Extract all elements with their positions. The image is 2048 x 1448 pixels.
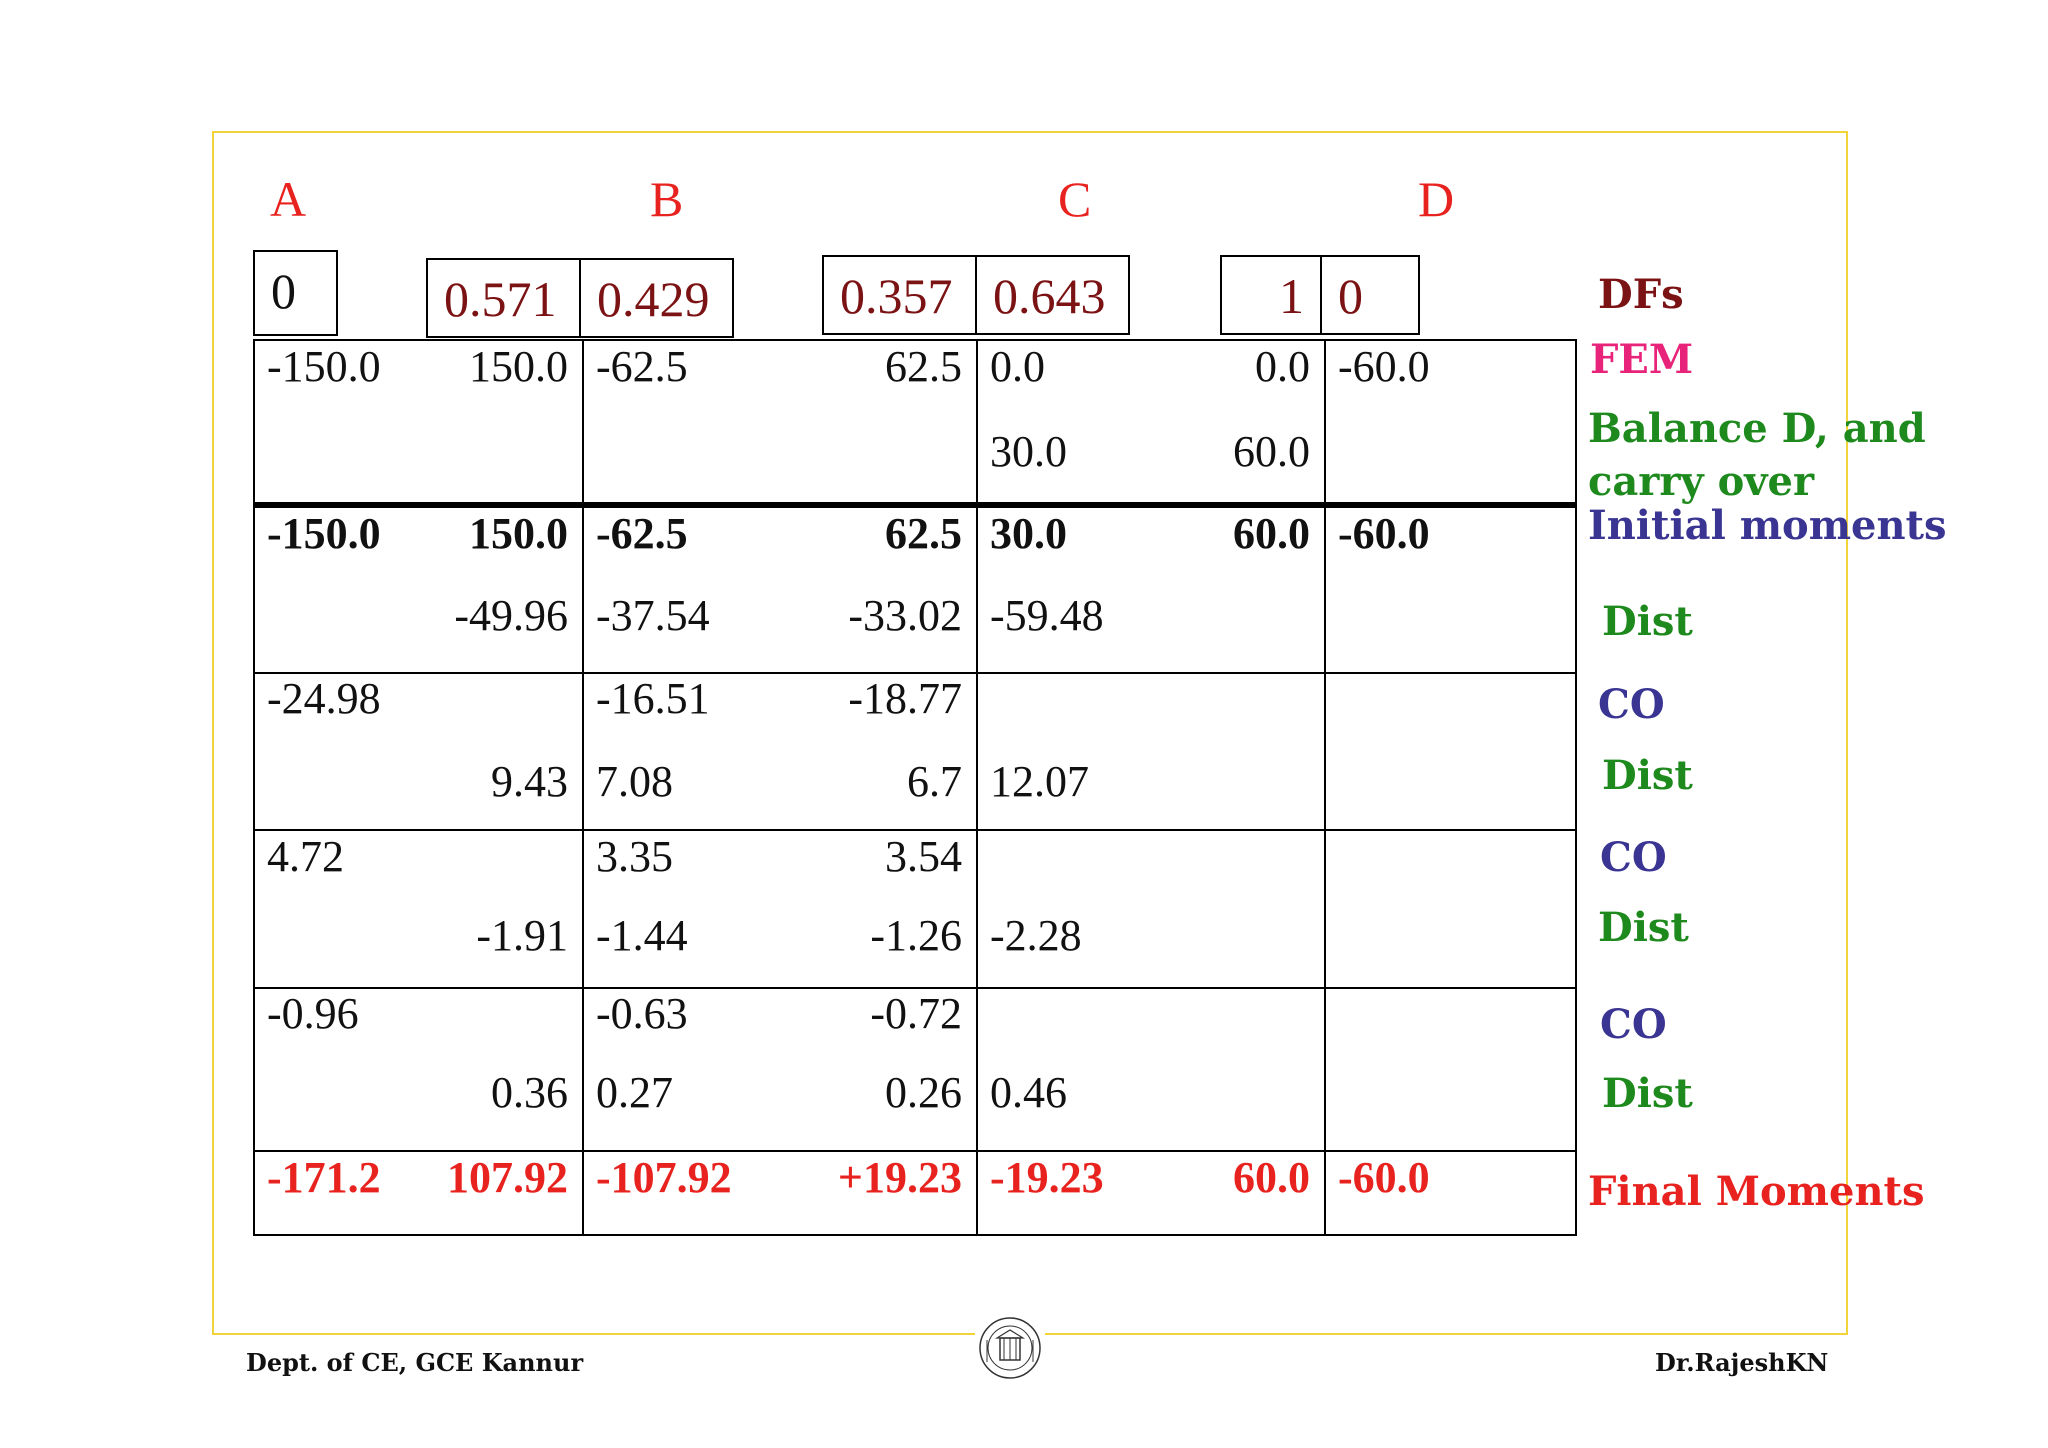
table-cell: -18.77 bbox=[848, 674, 962, 723]
table-cell: 3.54 bbox=[885, 832, 962, 881]
table-cell: -16.51 bbox=[596, 674, 710, 723]
table-cell: -33.02 bbox=[848, 591, 962, 640]
df-box-cb: 0.357 bbox=[822, 255, 977, 335]
label-dist-2: Dist bbox=[1602, 752, 1693, 799]
label-balance-line2: carry over bbox=[1588, 458, 1815, 505]
table-cell: 0.0 bbox=[1255, 342, 1310, 391]
table-cell: -107.92 bbox=[596, 1153, 732, 1202]
table-cell: -0.72 bbox=[870, 989, 962, 1038]
label-fem: FEM bbox=[1590, 336, 1694, 383]
table-cell: -150.0 bbox=[267, 342, 381, 391]
table-cell: -37.54 bbox=[596, 591, 710, 640]
table-cell: 62.5 bbox=[885, 509, 962, 558]
label-balance-line1: Balance D, and bbox=[1588, 405, 1926, 452]
joint-label-a: A bbox=[270, 171, 307, 227]
table-cell: -19.23 bbox=[990, 1153, 1104, 1202]
label-co-1: CO bbox=[1598, 681, 1665, 728]
table-cell: -24.98 bbox=[267, 674, 381, 723]
table-cell: -60.0 bbox=[1338, 509, 1430, 558]
table-vline bbox=[976, 339, 978, 1236]
label-initial-moments: Initial moments bbox=[1588, 502, 1947, 549]
table-cell: 12.07 bbox=[990, 757, 1089, 806]
df-box-cd: 0.643 bbox=[975, 255, 1130, 335]
table-cell: +19.23 bbox=[837, 1153, 962, 1202]
label-dist-3: Dist bbox=[1598, 904, 1689, 951]
table-cell: 4.72 bbox=[267, 832, 344, 881]
table-cell: 0.46 bbox=[990, 1068, 1067, 1117]
table-cell: 6.7 bbox=[907, 757, 962, 806]
table-vline bbox=[1324, 339, 1326, 1236]
df-box-bc: 0.429 bbox=[579, 258, 734, 338]
table-cell: -1.26 bbox=[870, 911, 962, 960]
label-co-3: CO bbox=[1600, 1001, 1667, 1048]
label-dfs: DFs bbox=[1598, 271, 1684, 318]
table-cell: 0.27 bbox=[596, 1068, 673, 1117]
table-cell: 60.0 bbox=[1233, 427, 1310, 476]
joint-label-b: B bbox=[650, 171, 684, 227]
table-cell: -60.0 bbox=[1338, 342, 1430, 391]
table-cell: 60.0 bbox=[1233, 509, 1310, 558]
table-cell: 9.43 bbox=[491, 757, 568, 806]
joint-label-d: D bbox=[1418, 171, 1455, 227]
table-cell: 30.0 bbox=[990, 427, 1067, 476]
table-hline bbox=[253, 1234, 1577, 1236]
joint-label-c: C bbox=[1058, 171, 1092, 227]
table-cell: 150.0 bbox=[469, 342, 568, 391]
table-hline bbox=[253, 502, 1577, 508]
table-cell: -1.91 bbox=[476, 911, 568, 960]
label-co-2: CO bbox=[1600, 834, 1667, 881]
table-cell: 150.0 bbox=[469, 509, 568, 558]
table-hline bbox=[253, 1150, 1577, 1152]
table-vline bbox=[253, 339, 255, 1236]
table-hline bbox=[253, 987, 1577, 989]
table-cell: -0.96 bbox=[267, 989, 359, 1038]
table-hline bbox=[253, 339, 1577, 341]
table-cell: -59.48 bbox=[990, 591, 1104, 640]
footer-author: Dr.RajeshKN bbox=[1655, 1348, 1829, 1377]
table-cell: 3.35 bbox=[596, 832, 673, 881]
table-cell: 0.0 bbox=[990, 342, 1045, 391]
table-vline bbox=[582, 339, 584, 1236]
table-cell: -62.5 bbox=[596, 342, 688, 391]
table-cell: -2.28 bbox=[990, 911, 1082, 960]
table-cell: -171.2 bbox=[267, 1153, 381, 1202]
table-cell: 60.0 bbox=[1233, 1153, 1310, 1202]
table-cell: -150.0 bbox=[267, 509, 381, 558]
table-hline bbox=[253, 829, 1577, 831]
table-cell: -49.96 bbox=[454, 591, 568, 640]
df-box-ba: 0.571 bbox=[426, 258, 581, 338]
table-cell: -62.5 bbox=[596, 509, 688, 558]
table-cell: -60.0 bbox=[1338, 1153, 1430, 1202]
df-box-d: 0 bbox=[1320, 255, 1420, 335]
label-dist-4: Dist bbox=[1602, 1070, 1693, 1117]
table-cell: 107.92 bbox=[447, 1153, 568, 1202]
label-final-moments: Final Moments bbox=[1588, 1168, 1925, 1215]
college-seal-logo bbox=[975, 1310, 1045, 1390]
table-cell: 0.26 bbox=[885, 1068, 962, 1117]
table-vline bbox=[1575, 339, 1577, 1236]
table-cell: -0.63 bbox=[596, 989, 688, 1038]
table-cell: 30.0 bbox=[990, 509, 1067, 558]
footer-dept: Dept. of CE, GCE Kannur bbox=[246, 1348, 584, 1377]
table-cell: 0.36 bbox=[491, 1068, 568, 1117]
df-box-a: 0 bbox=[253, 250, 338, 336]
table-hline bbox=[253, 672, 1577, 674]
df-box-dc: 1 bbox=[1220, 255, 1322, 335]
table-cell: -1.44 bbox=[596, 911, 688, 960]
table-cell: 62.5 bbox=[885, 342, 962, 391]
table-cell: 7.08 bbox=[596, 757, 673, 806]
label-dist-1: Dist bbox=[1602, 598, 1693, 645]
